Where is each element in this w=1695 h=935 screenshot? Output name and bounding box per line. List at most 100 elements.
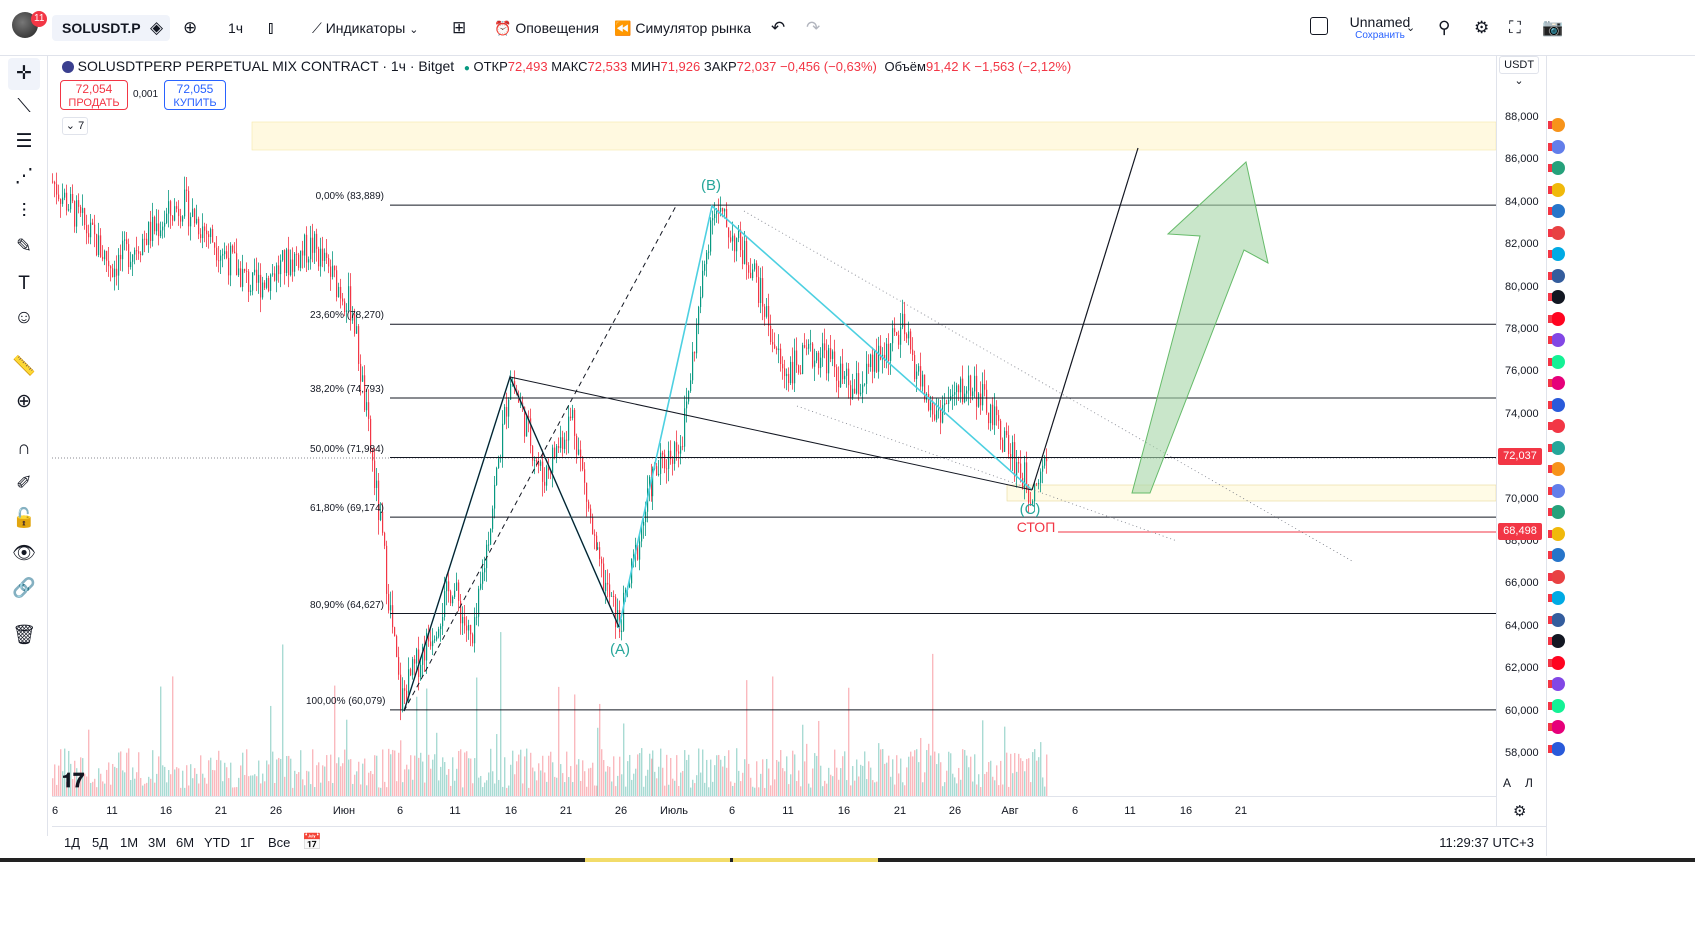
replay-button[interactable]: ⏪ Симулятор рынка [614, 15, 751, 41]
range-button[interactable]: Все [268, 835, 291, 850]
watchlist-symbol-icon[interactable] [1551, 483, 1565, 498]
watchlist-symbol-icon[interactable] [1551, 118, 1565, 132]
brush-icon[interactable]: ✎ [16, 236, 32, 257]
indicators-toggle[interactable]: ⌄ 7 [62, 117, 88, 135]
trash-icon[interactable]: 🗑 [11, 625, 37, 646]
symbol-search-button[interactable]: SOLUSDT.P [52, 15, 170, 41]
time-axis[interactable]: 6 11 16 21 26 Июн 6 11 16 21 26 Июль 6 11 16 21 26 Авг 6 11… [52, 796, 1496, 826]
watchlist-symbol-icon[interactable] [1551, 677, 1565, 691]
candle-body [134, 250, 136, 255]
watchlist-symbol-icon[interactable] [1551, 526, 1565, 541]
watchlist-symbol-icon[interactable] [1551, 634, 1565, 648]
camera-icon[interactable]: 📷 [1542, 18, 1564, 37]
candle-type-icon[interactable]: ⫾ [268, 18, 274, 37]
watchlist-symbol-icon[interactable] [1551, 569, 1565, 584]
watchlist-symbol-icon[interactable] [1551, 591, 1565, 605]
lock-icon[interactable]: 🔓 [12, 508, 36, 529]
volume-bar [692, 779, 694, 796]
trend-line-icon[interactable]: ⟍ [17, 96, 31, 117]
watchlist-symbol-icon[interactable] [1551, 268, 1565, 283]
watchlist-symbol-icon[interactable] [1551, 247, 1565, 261]
calendar-icon[interactable]: 📅 [302, 834, 322, 851]
layout-square-icon[interactable] [1310, 17, 1328, 35]
eye-icon[interactable]: 👁 [11, 543, 37, 564]
watchlist-symbol-icon[interactable] [1551, 462, 1565, 476]
watchlist-symbol-icon[interactable] [1551, 612, 1565, 627]
buy-button[interactable]: 72,055 КУПИТЬ [164, 80, 226, 110]
range-button[interactable]: 5Д [92, 835, 109, 850]
save-layout-button[interactable]: Unnamed Сохранить [1340, 14, 1420, 42]
watchlist-symbol-icon[interactable] [1551, 741, 1565, 756]
currency-selector[interactable]: USDT ⌄ [1499, 56, 1539, 87]
crosshair-icon[interactable]: ✛ [8, 58, 40, 90]
link-icon[interactable]: 🔗 [12, 578, 36, 599]
watchlist-symbol-icon[interactable] [1551, 397, 1565, 412]
volume-bar [260, 783, 262, 796]
fullscreen-icon[interactable]: ⛶ [1509, 18, 1521, 37]
volume-bar [1010, 753, 1012, 796]
zoom-in-icon[interactable]: ⊕ [16, 391, 32, 412]
volume-bar [54, 764, 56, 796]
volume-bar [542, 755, 544, 796]
magnet-icon[interactable]: ∩ [17, 438, 31, 459]
high-label: МАКС [551, 59, 588, 74]
settings-gear-icon[interactable]: ⚙ [1474, 18, 1490, 37]
candle-body [290, 259, 292, 276]
watchlist-symbol-icon[interactable] [1551, 225, 1565, 240]
indicators-button[interactable]: ⟋ Индикаторы ⌄ [312, 15, 418, 41]
interval-button[interactable]: 1ч [228, 20, 244, 36]
chart-canvas[interactable]: (B) (A) (C) СТОП 𝟏𝟕 [52, 56, 1496, 796]
chevron-down-icon[interactable]: ⌄ [1406, 22, 1416, 34]
watchlist-panel[interactable] [1546, 56, 1695, 856]
watchlist-flag-icon[interactable]: ◈ [150, 18, 164, 37]
legend-title[interactable]: SOLUSDTPERP PERPETUAL MIX CONTRACT · 1ч … [77, 58, 455, 74]
range-button[interactable]: 3М [148, 835, 167, 850]
watchlist-symbol-icon[interactable] [1551, 182, 1565, 197]
alerts-button[interactable]: ⏰ Оповещения [494, 15, 599, 41]
volume-bar [62, 771, 64, 796]
pattern-tool-icon[interactable]: ⋰ [14, 166, 34, 187]
fib-tool-icon[interactable]: ☰ [15, 131, 33, 152]
watchlist-symbol-icon[interactable] [1551, 720, 1565, 734]
candle-body [336, 270, 338, 298]
text-tool-icon[interactable]: T [18, 273, 30, 294]
watchlist-symbol-icon[interactable] [1551, 698, 1565, 713]
range-button[interactable]: YTD [204, 835, 230, 850]
fib-level-label: 0,00% (83,889) [315, 191, 384, 203]
watchlist-symbol-icon[interactable] [1551, 655, 1565, 670]
watchlist-symbol-icon[interactable] [1551, 505, 1565, 519]
undo-icon[interactable]: ↶ [771, 18, 786, 37]
quick-search-icon[interactable]: ⚲ [1438, 18, 1451, 37]
stay-drawing-icon[interactable]: ✐ [16, 473, 32, 494]
watchlist-symbol-icon[interactable] [1551, 354, 1565, 369]
watchlist-symbol-icon[interactable] [1551, 139, 1565, 154]
candle-body [492, 508, 494, 529]
settings-icon[interactable]: ⚙ [1513, 803, 1527, 820]
log-scale-button[interactable]: Л [1525, 776, 1533, 790]
auto-scale-button[interactable]: А [1503, 776, 1512, 790]
position-tool-icon[interactable]: ⫶ [21, 201, 27, 222]
range-button[interactable]: 1Г [240, 835, 255, 850]
watchlist-symbol-icon[interactable] [1551, 376, 1565, 390]
volume-bar [378, 787, 380, 796]
watchlist-symbol-icon[interactable] [1551, 204, 1565, 218]
candle-body [530, 418, 532, 446]
watchlist-symbol-icon[interactable] [1551, 290, 1565, 304]
watchlist-symbol-icon[interactable] [1551, 440, 1565, 455]
range-button[interactable]: 1М [120, 835, 139, 850]
watchlist-symbol-icon[interactable] [1551, 333, 1565, 347]
watchlist-symbol-icon[interactable] [1551, 161, 1565, 175]
layouts-grid-icon[interactable]: ⊞ [452, 18, 467, 37]
add-symbol-icon[interactable]: ⊕ [183, 18, 198, 37]
watchlist-symbol-icon[interactable] [1551, 311, 1565, 326]
range-button[interactable]: 6М [176, 835, 195, 850]
price-axis[interactable]: USDT ⌄ 88,000 86,000 84,000 82,000 80,000 78,… [1496, 56, 1546, 826]
ruler-icon[interactable]: 📏 [12, 356, 36, 377]
watchlist-symbol-icon[interactable] [1551, 548, 1565, 562]
volume-bar [706, 759, 708, 796]
redo-icon[interactable]: ↷ [806, 18, 821, 37]
emoji-icon[interactable]: ☺ [14, 307, 34, 328]
sell-button[interactable]: 72,054 ПРОДАТЬ [60, 80, 128, 110]
watchlist-symbol-icon[interactable] [1551, 419, 1565, 433]
range-button[interactable]: 1Д [64, 835, 81, 850]
